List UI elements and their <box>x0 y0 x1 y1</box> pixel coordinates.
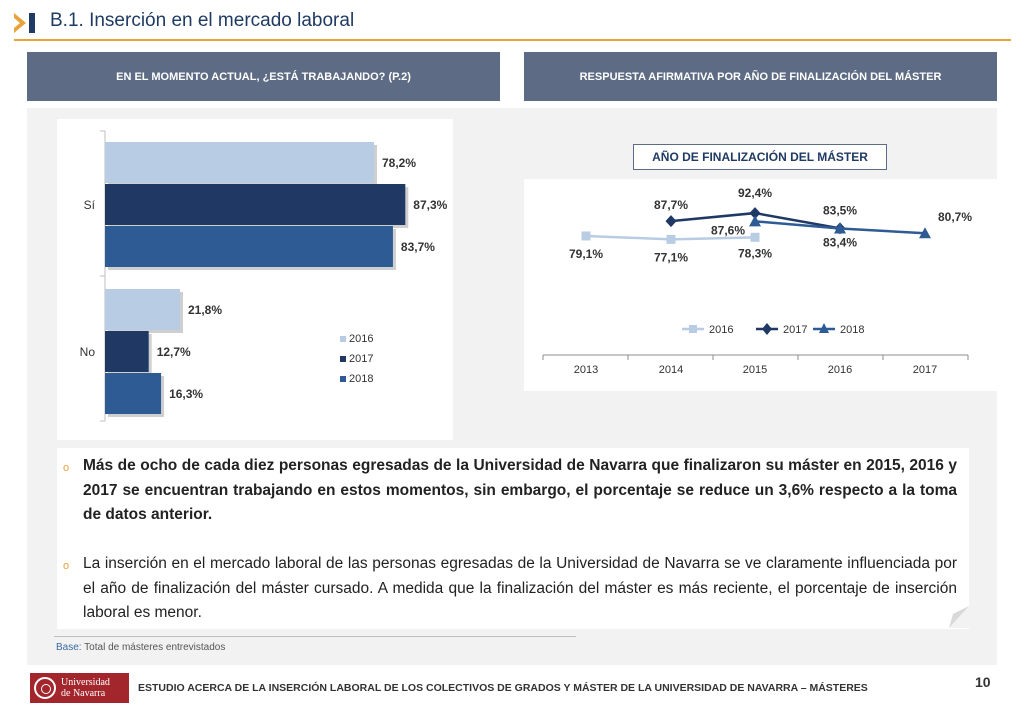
x-tick-label: 2017 <box>913 364 937 376</box>
data-label: 78,3% <box>738 246 772 260</box>
bar-2017 <box>105 331 149 372</box>
bar-2016 <box>105 289 180 330</box>
data-label: 83,4% <box>823 236 857 250</box>
left-panel-title: EN EL MOMENTO ACTUAL, ¿ESTÁ TRABAJANDO? … <box>27 52 500 101</box>
data-label: 16,3% <box>169 387 203 401</box>
x-tick-label: 2014 <box>659 364 683 376</box>
logo-line-1: Universidad <box>61 677 110 688</box>
data-label: 87,3% <box>413 198 447 212</box>
page-number: 10 <box>975 674 991 690</box>
x-tick-label: 2013 <box>574 364 598 376</box>
x-tick-label: 2015 <box>743 364 767 376</box>
bar-2017 <box>105 184 406 225</box>
page-title: B.1. Inserción en el mercado laboral <box>50 10 355 31</box>
page-curl-icon <box>949 606 969 628</box>
legend-swatch <box>340 376 346 382</box>
legend-marker <box>819 323 829 333</box>
legend-swatch <box>340 336 346 342</box>
point-2018 <box>749 215 761 227</box>
bar-2018 <box>105 373 162 414</box>
footer-text: ESTUDIO ACERCA DE LA INSERCIÓN LABORAL D… <box>138 682 868 694</box>
base-divider <box>54 636 576 637</box>
legend-label: 2016 <box>709 324 733 336</box>
point-2016 <box>750 232 760 242</box>
bar-2018 <box>105 226 393 267</box>
point-2017 <box>665 215 677 228</box>
legend-swatch <box>340 356 346 362</box>
header-divider <box>14 39 1011 41</box>
data-label: 92,4% <box>738 186 772 200</box>
base-text: Total de másteres entrevistados <box>81 642 226 653</box>
x-tick-label: 2016 <box>828 364 852 376</box>
point-2016 <box>581 231 591 241</box>
bar-chart: Sí 78,2% 87,3% 83,7% No 21,8% 12,7% 16,3% 2016 20… <box>80 130 448 422</box>
bullet-icon: o <box>63 560 70 572</box>
findings-card: o Más de ocho de cada diez personas egre… <box>57 448 969 629</box>
university-logo: Universidad de Navarra <box>30 673 129 703</box>
bar-2016 <box>105 142 375 183</box>
line-chart-card: 2013 2014 2015 2016 2017 79,1% 77,1% 78,3% 87,7%… <box>524 179 1005 391</box>
data-label: 87,6% <box>711 223 745 237</box>
point-2018 <box>834 222 846 234</box>
legend-label: 2018 <box>349 373 373 385</box>
bar-chart-card: Sí 78,2% 87,3% 83,7% No 21,8% 12,7% 16,3% 2016 20… <box>57 119 453 440</box>
category-label: No <box>80 345 96 359</box>
line-chart: 2013 2014 2015 2016 2017 79,1% 77,1% 78,3% 87,7%… <box>542 186 972 376</box>
data-label: 83,7% <box>401 240 435 254</box>
legend-label: 2017 <box>349 353 373 365</box>
logo-line-2: de Navarra <box>61 688 106 699</box>
legend-marker <box>762 323 772 335</box>
data-label: 80,7% <box>938 210 972 224</box>
category-label: Sí <box>84 198 96 212</box>
finding-1: Más de ocho de cada diez personas egresa… <box>83 457 957 523</box>
point-2018 <box>919 227 931 239</box>
line-chart-title: AÑO DE FINALIZACIÓN DEL MÁSTER <box>633 144 887 170</box>
legend-marker <box>689 325 697 333</box>
point-2016 <box>666 234 676 244</box>
data-label: 12,7% <box>157 345 191 359</box>
point-2017 <box>749 207 761 220</box>
right-panel-title: RESPUESTA AFIRMATIVA POR AÑO DE FINALIZA… <box>524 52 997 101</box>
seal-icon <box>34 677 56 699</box>
base-label: Base: <box>56 642 82 653</box>
data-label: 79,1% <box>569 247 603 261</box>
data-label: 77,1% <box>654 250 688 264</box>
legend-label: 2018 <box>840 324 864 336</box>
data-label: 21,8% <box>188 303 222 317</box>
finding-2: La inserción en el mercado laboral de la… <box>83 555 957 621</box>
legend-label: 2016 <box>349 333 373 345</box>
legend-label: 2017 <box>783 324 807 336</box>
data-label: 78,2% <box>382 156 416 170</box>
base-note: Base: Total de másteres entrevistados <box>56 642 225 653</box>
data-label: 83,5% <box>823 203 857 217</box>
data-label: 87,7% <box>654 198 688 212</box>
bullet-icon: o <box>63 462 70 474</box>
chevron-logo-icon <box>14 13 35 33</box>
